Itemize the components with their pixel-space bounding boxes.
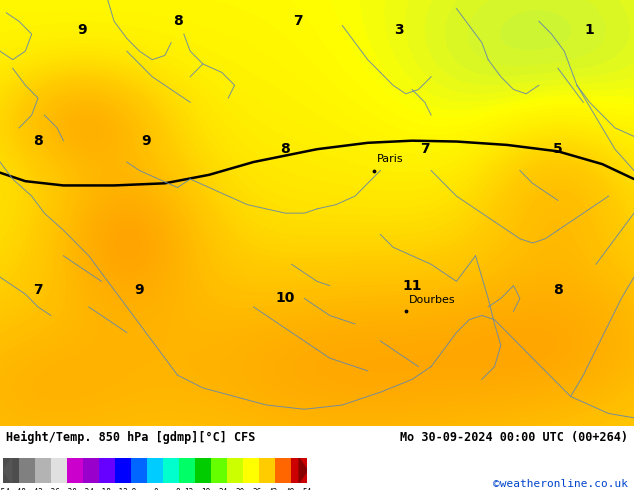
- Bar: [164, 458, 179, 483]
- Text: -12: -12: [115, 488, 129, 490]
- Bar: [115, 458, 131, 483]
- Bar: [131, 458, 147, 483]
- Bar: [51, 458, 67, 483]
- Text: Paris: Paris: [377, 154, 404, 164]
- Text: 8: 8: [172, 14, 183, 28]
- Polygon shape: [3, 458, 11, 483]
- Bar: [292, 458, 307, 483]
- Text: 30: 30: [235, 488, 245, 490]
- Text: Dourbes: Dourbes: [409, 295, 456, 305]
- Text: 9: 9: [141, 134, 151, 147]
- Bar: [228, 458, 243, 483]
- Text: Height/Temp. 850 hPa [gdmp][°C] CFS: Height/Temp. 850 hPa [gdmp][°C] CFS: [6, 431, 256, 444]
- Text: ©weatheronline.co.uk: ©weatheronline.co.uk: [493, 479, 628, 489]
- Bar: [100, 458, 115, 483]
- Text: -24: -24: [81, 488, 94, 490]
- Text: 8: 8: [280, 142, 290, 156]
- Text: 11: 11: [403, 279, 422, 293]
- Text: 24: 24: [218, 488, 228, 490]
- Bar: [195, 458, 211, 483]
- Bar: [19, 458, 36, 483]
- Text: 18: 18: [202, 488, 210, 490]
- Text: 1: 1: [585, 23, 595, 37]
- Text: 3: 3: [394, 23, 404, 37]
- Text: 7: 7: [420, 142, 430, 156]
- Bar: [36, 458, 51, 483]
- Text: 12: 12: [184, 488, 194, 490]
- Bar: [211, 458, 228, 483]
- Text: 0: 0: [153, 488, 158, 490]
- Bar: [243, 458, 259, 483]
- Text: 8: 8: [176, 488, 180, 490]
- Text: 10: 10: [276, 292, 295, 305]
- Text: 48: 48: [286, 488, 295, 490]
- Text: -42: -42: [30, 488, 44, 490]
- Bar: [179, 458, 195, 483]
- Text: -48: -48: [13, 488, 27, 490]
- Text: -54: -54: [0, 488, 10, 490]
- Text: 7: 7: [293, 14, 303, 28]
- Bar: [275, 458, 292, 483]
- Text: 9: 9: [77, 23, 87, 37]
- Text: 5: 5: [553, 142, 563, 156]
- Text: 8: 8: [553, 283, 563, 297]
- Text: 36: 36: [252, 488, 261, 490]
- Text: -30: -30: [64, 488, 78, 490]
- Text: 9: 9: [134, 283, 145, 297]
- Bar: [3, 458, 19, 483]
- Bar: [83, 458, 100, 483]
- Text: -18: -18: [98, 488, 112, 490]
- Text: -36: -36: [47, 488, 61, 490]
- Bar: [67, 458, 83, 483]
- Bar: [147, 458, 164, 483]
- Text: Mo 30-09-2024 00:00 UTC (00+264): Mo 30-09-2024 00:00 UTC (00+264): [399, 431, 628, 444]
- Bar: [259, 458, 275, 483]
- Text: 8: 8: [33, 134, 43, 147]
- Text: 7: 7: [33, 283, 43, 297]
- Text: 42: 42: [269, 488, 278, 490]
- Polygon shape: [299, 458, 307, 483]
- Text: 54: 54: [303, 488, 312, 490]
- Text: -8: -8: [128, 488, 138, 490]
